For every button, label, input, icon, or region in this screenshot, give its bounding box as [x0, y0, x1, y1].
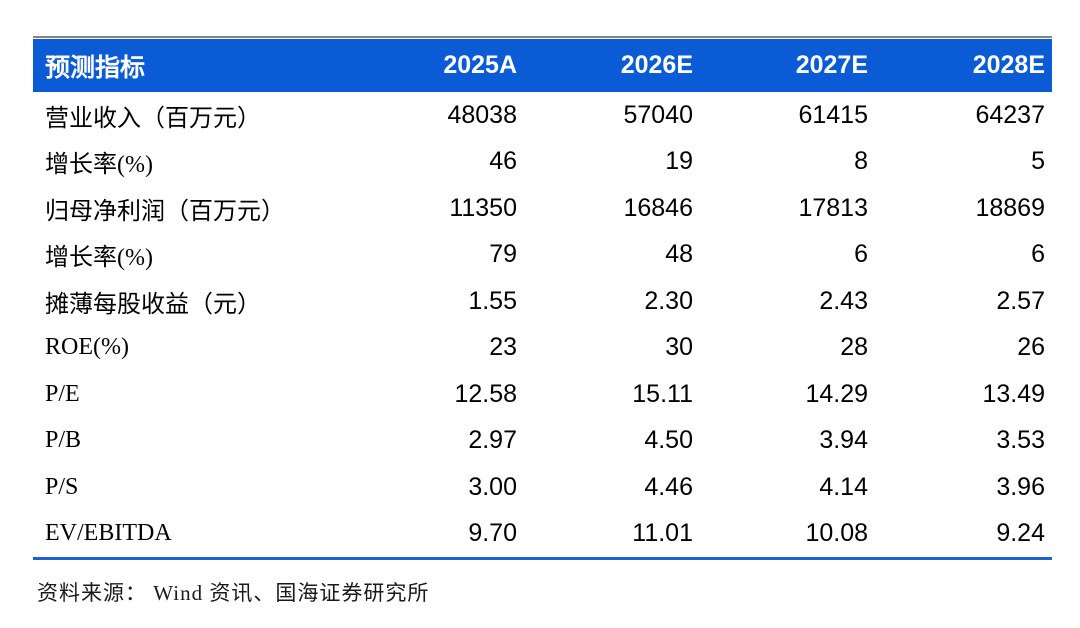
- row-value: 3.94: [700, 417, 875, 464]
- row-value: 18869: [875, 185, 1052, 232]
- row-value: 4.46: [524, 464, 700, 511]
- row-value: 9.24: [875, 510, 1052, 557]
- row-value: 11.01: [524, 510, 700, 557]
- row-label: 归母净利润（百万元）: [33, 185, 348, 232]
- table-row-profit-growth: 增长率(%) 79 48 6 6: [33, 231, 1052, 278]
- row-label: 摊薄每股收益（元）: [33, 278, 348, 325]
- row-value: 6: [700, 231, 875, 278]
- table-header: 预测指标 2025A 2026E 2027E 2028E: [33, 39, 1052, 92]
- row-value: 12.58: [348, 371, 524, 418]
- forecast-table-container: 预测指标 2025A 2026E 2027E 2028E 营业收入（百万元） 4…: [33, 36, 1052, 607]
- row-value: 10.08: [700, 510, 875, 557]
- row-value: 9.70: [348, 510, 524, 557]
- row-label: P/E: [33, 371, 348, 418]
- table-row-net-profit: 归母净利润（百万元） 11350 16846 17813 18869: [33, 185, 1052, 232]
- row-value: 6: [875, 231, 1052, 278]
- row-label: EV/EBITDA: [33, 510, 348, 557]
- table-row-revenue: 营业收入（百万元） 48038 57040 61415 64237: [33, 92, 1052, 139]
- table-body: 营业收入（百万元） 48038 57040 61415 64237 增长率(%)…: [33, 92, 1052, 557]
- row-value: 2.57: [875, 278, 1052, 325]
- row-value: 3.53: [875, 417, 1052, 464]
- row-label: P/S: [33, 464, 348, 511]
- forecast-metrics-table: 预测指标 2025A 2026E 2027E 2028E 营业收入（百万元） 4…: [33, 39, 1052, 557]
- row-value: 2.97: [348, 417, 524, 464]
- row-value: 79: [348, 231, 524, 278]
- row-value: 26: [875, 324, 1052, 371]
- row-value: 4.14: [700, 464, 875, 511]
- row-label: 增长率(%): [33, 138, 348, 185]
- row-value: 30: [524, 324, 700, 371]
- header-cell-2027e: 2027E: [700, 39, 875, 92]
- row-label: 增长率(%): [33, 231, 348, 278]
- row-value: 19: [524, 138, 700, 185]
- row-value: 64237: [875, 92, 1052, 139]
- row-value: 13.49: [875, 371, 1052, 418]
- table-row-ev-ebitda: EV/EBITDA 9.70 11.01 10.08 9.24: [33, 510, 1052, 557]
- header-row: 预测指标 2025A 2026E 2027E 2028E: [33, 39, 1052, 92]
- table-row-pe: P/E 12.58 15.11 14.29 13.49: [33, 371, 1052, 418]
- row-value: 48: [524, 231, 700, 278]
- header-cell-2025a: 2025A: [348, 39, 524, 92]
- row-value: 4.50: [524, 417, 700, 464]
- row-value: 2.43: [700, 278, 875, 325]
- row-value: 17813: [700, 185, 875, 232]
- row-value: 23: [348, 324, 524, 371]
- row-value: 2.30: [524, 278, 700, 325]
- table-row-roe: ROE(%) 23 30 28 26: [33, 324, 1052, 371]
- row-label: 营业收入（百万元）: [33, 92, 348, 139]
- data-source-note: 资料来源： Wind 资讯、国海证券研究所: [37, 581, 430, 605]
- row-value: 3.00: [348, 464, 524, 511]
- row-label: P/B: [33, 417, 348, 464]
- row-value: 57040: [524, 92, 700, 139]
- row-value: 14.29: [700, 371, 875, 418]
- header-cell-2026e: 2026E: [524, 39, 700, 92]
- table-top-rule: [33, 36, 1052, 38]
- row-value: 5: [875, 138, 1052, 185]
- row-value: 48038: [348, 92, 524, 139]
- table-row-ps: P/S 3.00 4.46 4.14 3.96: [33, 464, 1052, 511]
- table-row-diluted-eps: 摊薄每股收益（元） 1.55 2.30 2.43 2.57: [33, 278, 1052, 325]
- row-value: 3.96: [875, 464, 1052, 511]
- row-value: 16846: [524, 185, 700, 232]
- row-value: 8: [700, 138, 875, 185]
- row-value: 28: [700, 324, 875, 371]
- header-cell-2028e: 2028E: [875, 39, 1052, 92]
- table-row-revenue-growth: 增长率(%) 46 19 8 5: [33, 138, 1052, 185]
- row-value: 15.11: [524, 371, 700, 418]
- row-value: 1.55: [348, 278, 524, 325]
- table-row-pb: P/B 2.97 4.50 3.94 3.53: [33, 417, 1052, 464]
- row-label: ROE(%): [33, 324, 348, 371]
- row-value: 11350: [348, 185, 524, 232]
- header-cell-metric: 预测指标: [33, 39, 348, 92]
- row-value: 46: [348, 138, 524, 185]
- row-value: 61415: [700, 92, 875, 139]
- table-bottom-rule: [33, 557, 1052, 560]
